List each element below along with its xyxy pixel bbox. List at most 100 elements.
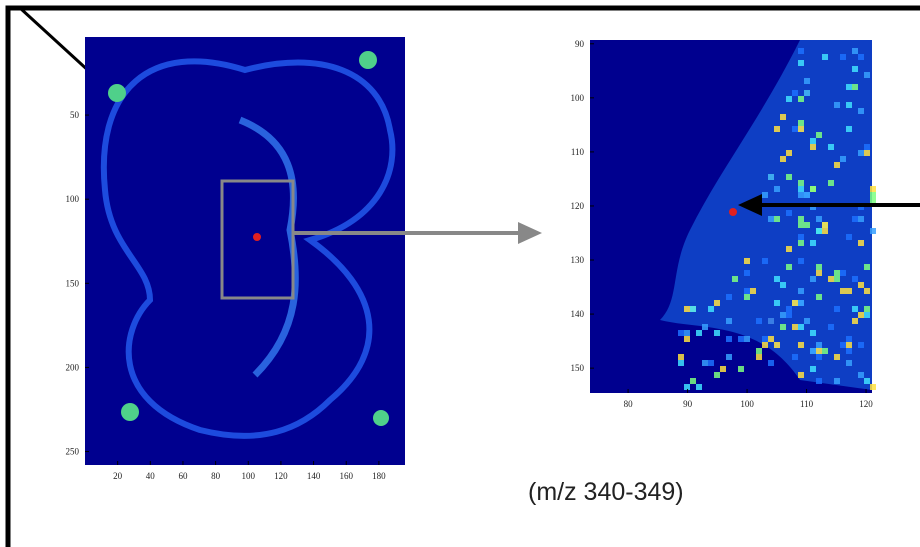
arrowhead [518,222,542,244]
pixel [810,186,816,192]
pixel [870,192,876,198]
pixel [726,294,732,300]
pixel [846,102,852,108]
pixel [852,66,858,72]
pixel [792,90,798,96]
pixel [858,312,864,318]
pixel [858,240,864,246]
pixel [858,372,864,378]
pixel [840,270,846,276]
pixel [798,180,804,186]
pixel [798,216,804,222]
pixel [816,264,822,270]
panel-right: 80 90 100 110 120 90 100 110 120 130 140 150 [571,39,876,409]
pixel [756,318,762,324]
pixel [696,384,702,390]
pixel [774,276,780,282]
pixel [798,258,804,264]
x-tick-label: 80 [624,399,634,409]
pixel [828,324,834,330]
pixel [798,126,804,132]
pixel [780,312,786,318]
pixel [828,180,834,186]
pixel [786,96,792,102]
pixel [864,378,870,384]
pixel [840,288,846,294]
x-tick-label: 110 [800,399,814,409]
spot [121,403,139,421]
pixel [864,144,870,150]
pixel [852,276,858,282]
pixel [852,48,858,54]
pixel [714,372,720,378]
pixel [834,102,840,108]
pixel [798,222,804,228]
pixel [768,216,774,222]
pixel [816,228,822,234]
pixel [852,84,858,90]
pixel [864,306,870,312]
x-tick-label: 100 [242,471,256,481]
pixel [762,342,768,348]
y-tick-label: 250 [66,447,80,457]
pixel [846,234,852,240]
zoom-box [220,179,295,300]
y-tick-label: 200 [66,362,80,372]
pixel [870,186,876,192]
spot [359,51,377,69]
pixel [684,384,690,390]
heatmap-bg [85,37,405,465]
pixel [864,150,870,156]
pixel [768,336,774,342]
pixel [822,54,828,60]
pixel [738,336,744,342]
pixel [834,354,840,360]
tissue-outline [100,58,396,439]
pixel [852,318,858,324]
pixel [816,348,822,354]
pixel [798,324,804,330]
y-tick-label: 100 [66,194,80,204]
pixel [846,336,852,342]
pixel [792,324,798,330]
y-tick-label: 90 [575,39,585,49]
pixel [798,240,804,246]
pixel [810,138,816,144]
pixel [768,318,774,324]
pixel [786,174,792,180]
pixel [786,150,792,156]
pixel [858,216,864,222]
pixel [816,216,822,222]
pixel [870,384,876,390]
pixel [858,342,864,348]
pixel [816,294,822,300]
pixel [798,192,804,198]
pixel [816,132,822,138]
pixel [864,288,870,294]
pixel [810,276,816,282]
pixel [846,342,852,348]
pixel [858,108,864,114]
pixel [810,348,816,354]
pixel [744,258,750,264]
x-tick-label: 20 [113,471,123,481]
pixel [786,246,792,252]
pixel [684,306,690,312]
x-tick-label: 180 [372,471,386,481]
pixel [780,282,786,288]
pixel [798,300,804,306]
pixel [792,126,798,132]
x-tick-label: 60 [178,471,188,481]
pixel [732,276,738,282]
panel-left: 20 40 60 80 100 120 140 160 180 50 100 150 200 250 [66,37,405,481]
pixel [678,330,684,336]
x-tick-label: 100 [740,399,754,409]
x-tick-label: 160 [339,471,353,481]
pixel [708,306,714,312]
x-tick-label: 90 [683,399,693,409]
spot [108,84,126,102]
pixel [864,312,870,318]
pixel [708,360,714,366]
pixel [798,48,804,54]
pixel [780,324,786,330]
